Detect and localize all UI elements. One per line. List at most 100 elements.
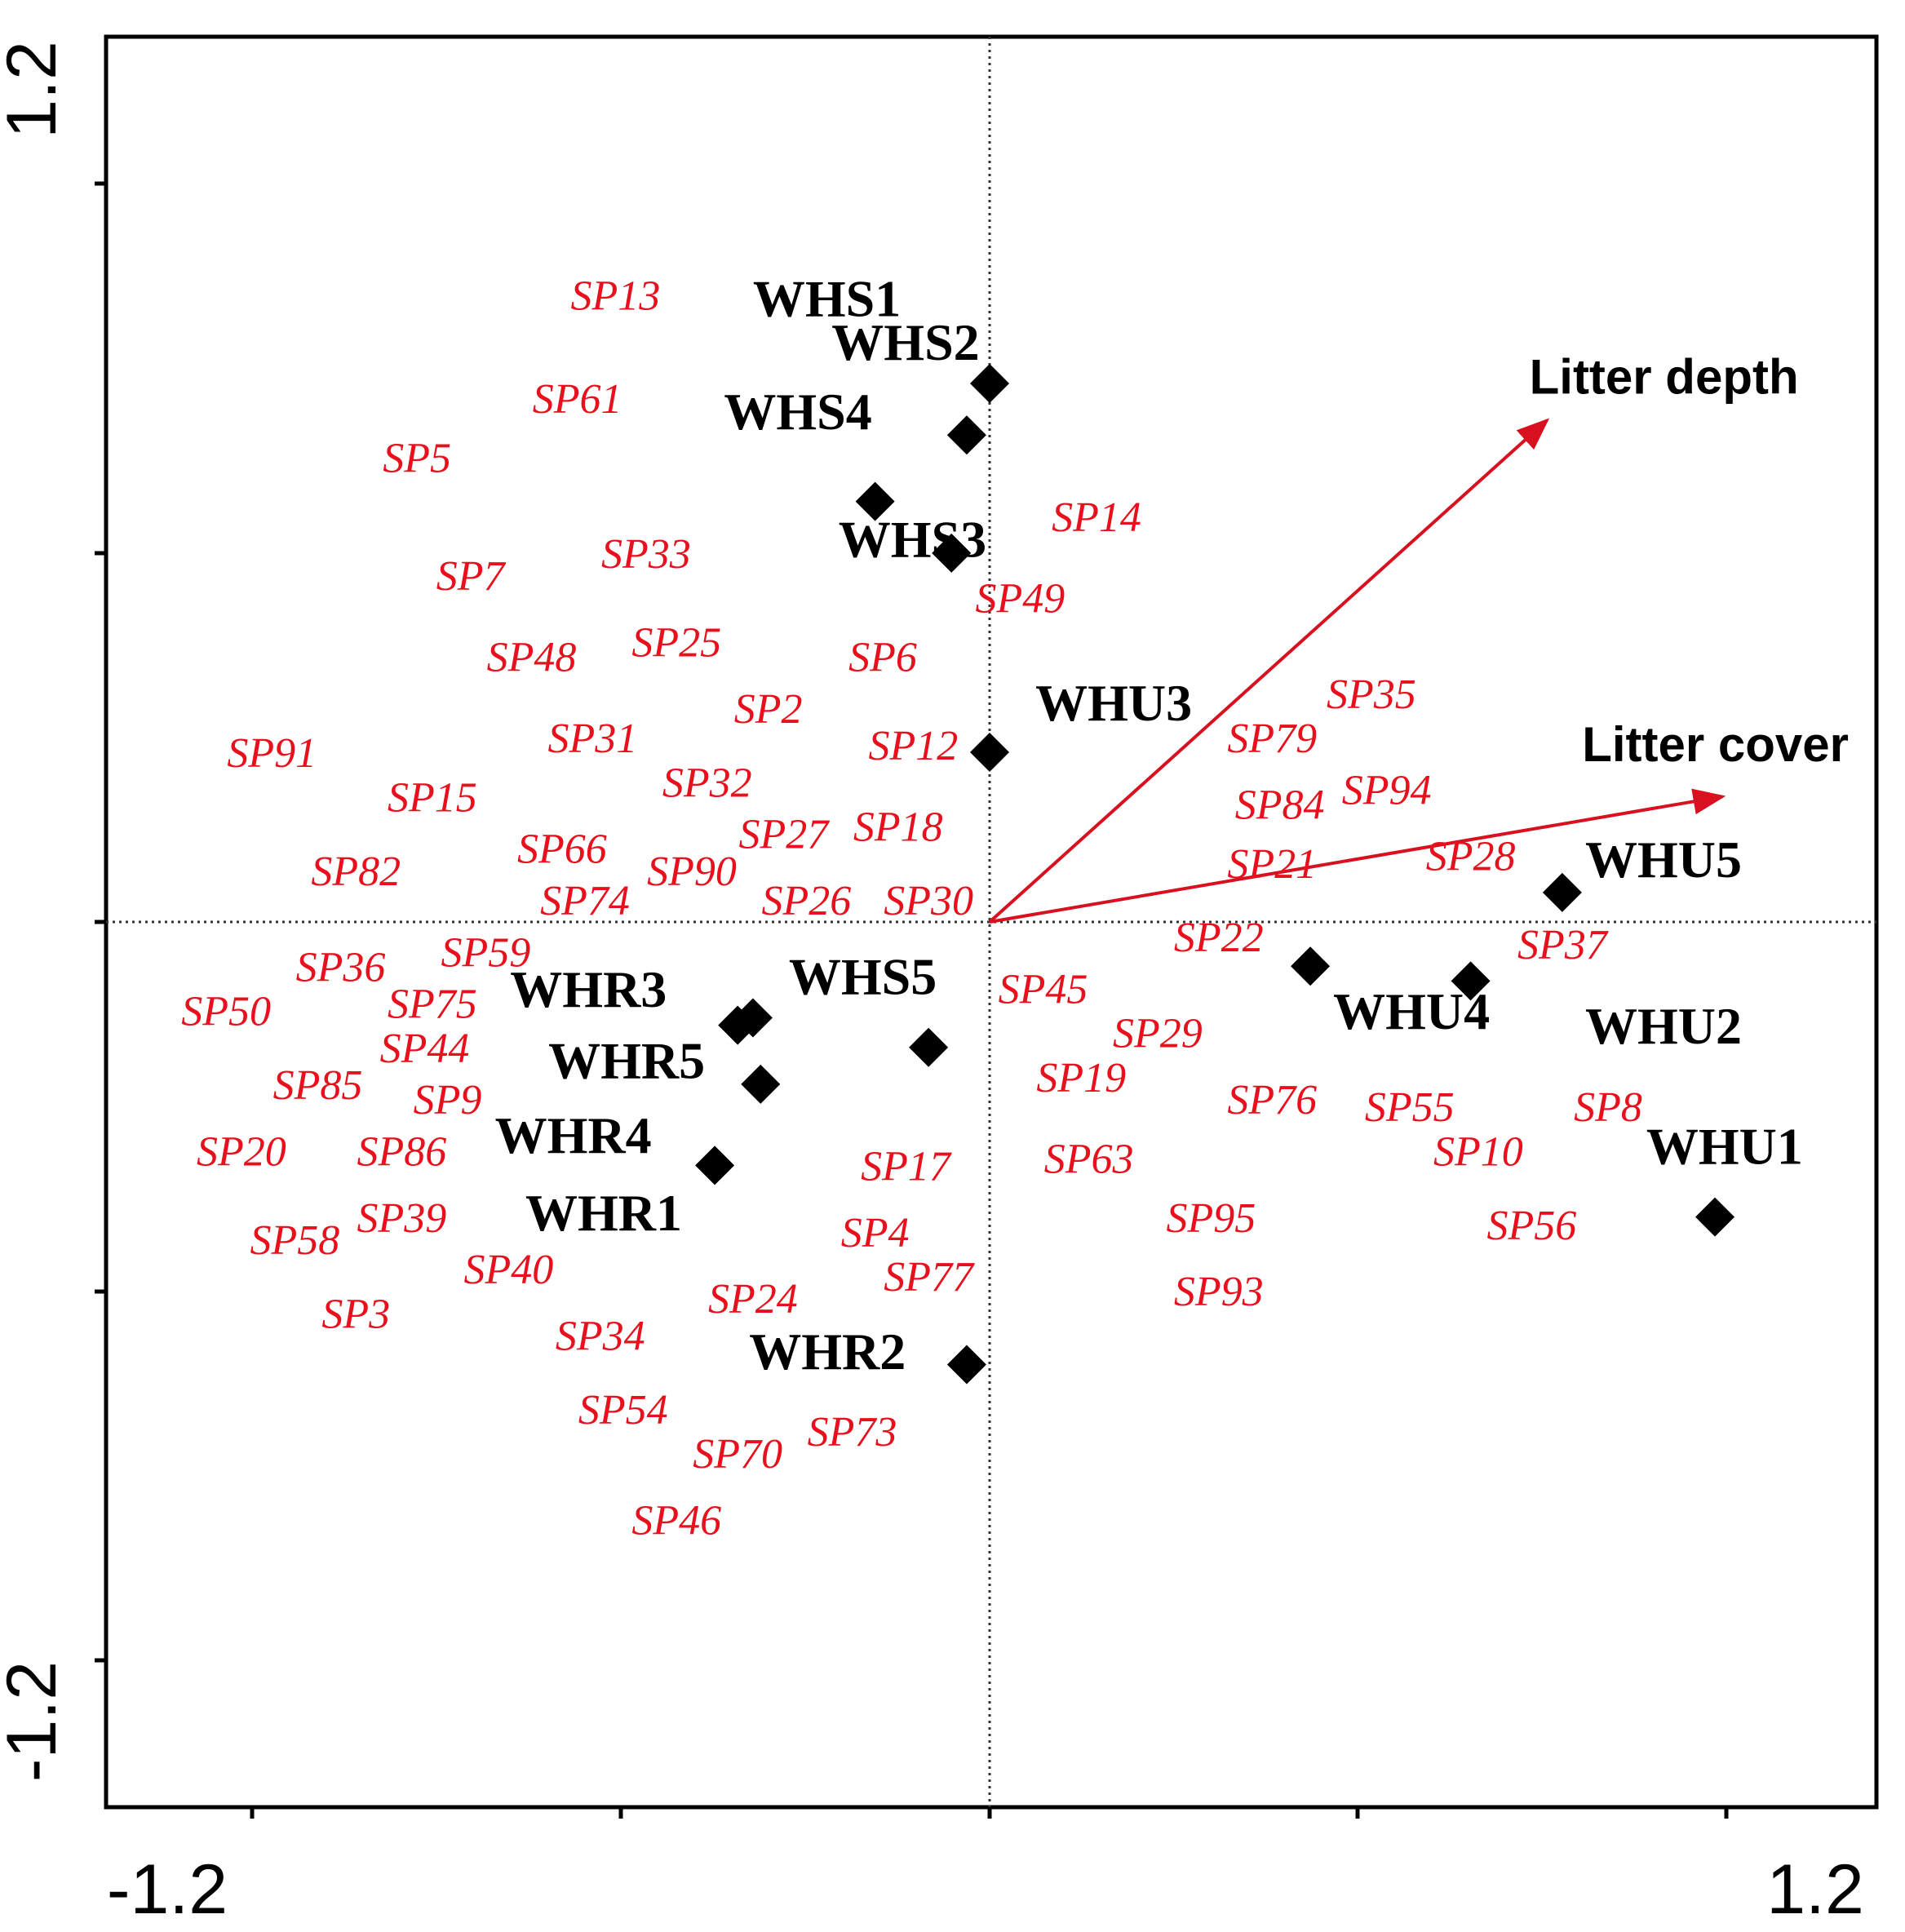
env-label-0: Litter depth bbox=[1530, 350, 1799, 405]
species-label: SP18 bbox=[853, 804, 943, 851]
species-label: SP79 bbox=[1227, 716, 1317, 762]
species-label: SP3 bbox=[321, 1291, 390, 1337]
species-label: SP4 bbox=[841, 1210, 910, 1256]
site-label: WHR4 bbox=[495, 1106, 652, 1164]
site-label: WHS2 bbox=[831, 313, 979, 371]
species-label: SP40 bbox=[464, 1247, 554, 1293]
env-label-1: Litter cover bbox=[1582, 717, 1849, 772]
species-label: SP13 bbox=[571, 273, 661, 320]
species-label: SP85 bbox=[273, 1062, 363, 1109]
species-label: SP20 bbox=[197, 1128, 286, 1175]
site-marker bbox=[909, 1027, 949, 1067]
species-label: SP59 bbox=[441, 929, 530, 976]
species-label: SP82 bbox=[311, 849, 401, 895]
species-label: SP86 bbox=[357, 1128, 447, 1175]
species-label: SP44 bbox=[380, 1026, 470, 1072]
site-marker bbox=[970, 363, 1009, 403]
site-label: WHU5 bbox=[1585, 831, 1742, 888]
species-label: SP74 bbox=[540, 878, 630, 924]
species-label: SP22 bbox=[1174, 915, 1264, 961]
species-label: SP9 bbox=[414, 1077, 482, 1123]
species-label: SP28 bbox=[1426, 834, 1516, 880]
species-label: SP12 bbox=[869, 723, 959, 769]
y-tick-label-max: 1.2 bbox=[0, 41, 71, 139]
site-label: WHR1 bbox=[525, 1184, 682, 1242]
species-label: SP7 bbox=[436, 553, 507, 600]
site-label: WHU4 bbox=[1333, 982, 1490, 1040]
species-label: SP37 bbox=[1517, 922, 1609, 968]
site-label: WHS4 bbox=[724, 383, 871, 441]
species-label: SP39 bbox=[357, 1195, 447, 1242]
site-marker bbox=[855, 481, 895, 521]
species-label: SP84 bbox=[1235, 782, 1325, 828]
species-label: SP36 bbox=[296, 944, 386, 990]
species-label: SP33 bbox=[601, 531, 691, 578]
site-label: WHR5 bbox=[548, 1032, 705, 1090]
site-label: WHU3 bbox=[1035, 674, 1192, 732]
species-label: SP19 bbox=[1036, 1055, 1126, 1101]
species-label: SP95 bbox=[1167, 1195, 1256, 1242]
species-label: SP25 bbox=[631, 620, 721, 667]
species-label: SP34 bbox=[556, 1313, 645, 1359]
env-arrow-0 bbox=[988, 418, 1550, 924]
site-marker bbox=[1451, 961, 1491, 1001]
site-label: WHU2 bbox=[1585, 997, 1742, 1055]
site-marker bbox=[932, 533, 972, 573]
site-label: WHR3 bbox=[510, 960, 667, 1018]
species-label: SP27 bbox=[738, 812, 830, 858]
species-label: SP21 bbox=[1227, 841, 1317, 888]
species-label: SP48 bbox=[487, 635, 577, 681]
species-label: SP66 bbox=[517, 826, 607, 873]
site-marker bbox=[741, 1064, 781, 1104]
species-label: SP75 bbox=[388, 982, 477, 1028]
species-label: SP61 bbox=[533, 376, 622, 423]
site-marker bbox=[970, 733, 1009, 773]
x-tick-label-max: 1.2 bbox=[1766, 1850, 1864, 1929]
y-tick-label-min: -1.2 bbox=[0, 1661, 71, 1782]
site-label: WHU1 bbox=[1646, 1118, 1803, 1176]
site-label: WHS1 bbox=[753, 270, 901, 328]
x-tick-label-min: -1.2 bbox=[107, 1850, 228, 1929]
site-marker bbox=[946, 415, 986, 455]
species-label: SP45 bbox=[999, 966, 1088, 1013]
env-arrow-1 bbox=[989, 788, 1726, 924]
species-label: SP17 bbox=[861, 1143, 952, 1190]
species-label: SP91 bbox=[227, 730, 317, 777]
species-label: SP90 bbox=[647, 849, 737, 895]
species-label: SP30 bbox=[884, 878, 973, 924]
species-label: SP8 bbox=[1574, 1084, 1642, 1131]
species-label: SP31 bbox=[547, 716, 637, 762]
site-label: WHS3 bbox=[839, 510, 986, 568]
species-label: SP10 bbox=[1433, 1128, 1523, 1175]
site-label: WHR2 bbox=[749, 1323, 906, 1380]
species-label: SP93 bbox=[1174, 1269, 1264, 1315]
species-label: SP14 bbox=[1052, 494, 1141, 541]
species-label: SP77 bbox=[884, 1254, 975, 1301]
species-label: SP32 bbox=[662, 760, 752, 806]
species-label: SP58 bbox=[250, 1217, 340, 1264]
site-label: WHS5 bbox=[789, 948, 937, 1006]
species-label: SP15 bbox=[388, 774, 477, 821]
species-label: SP24 bbox=[708, 1276, 798, 1323]
site-marker bbox=[946, 1345, 986, 1385]
species-label: SP50 bbox=[181, 989, 271, 1035]
species-label: SP70 bbox=[693, 1431, 782, 1478]
site-marker bbox=[695, 1145, 735, 1185]
species-label: SP63 bbox=[1044, 1136, 1134, 1182]
species-label: SP94 bbox=[1342, 767, 1432, 813]
species-label: SP46 bbox=[631, 1497, 721, 1544]
species-label: SP5 bbox=[383, 435, 451, 481]
species-label: SP49 bbox=[976, 575, 1065, 622]
species-label: SP6 bbox=[848, 635, 917, 681]
species-label: SP29 bbox=[1113, 1011, 1203, 1057]
site-marker bbox=[1542, 872, 1582, 912]
species-label: SP76 bbox=[1227, 1077, 1317, 1123]
species-label: SP73 bbox=[808, 1409, 897, 1456]
species-label: SP56 bbox=[1487, 1203, 1577, 1249]
species-label: SP54 bbox=[578, 1387, 668, 1433]
species-label: SP35 bbox=[1327, 671, 1416, 718]
site-marker bbox=[1695, 1197, 1735, 1237]
site-marker bbox=[733, 998, 773, 1038]
species-label: SP2 bbox=[734, 686, 803, 733]
species-label: SP55 bbox=[1365, 1084, 1455, 1131]
